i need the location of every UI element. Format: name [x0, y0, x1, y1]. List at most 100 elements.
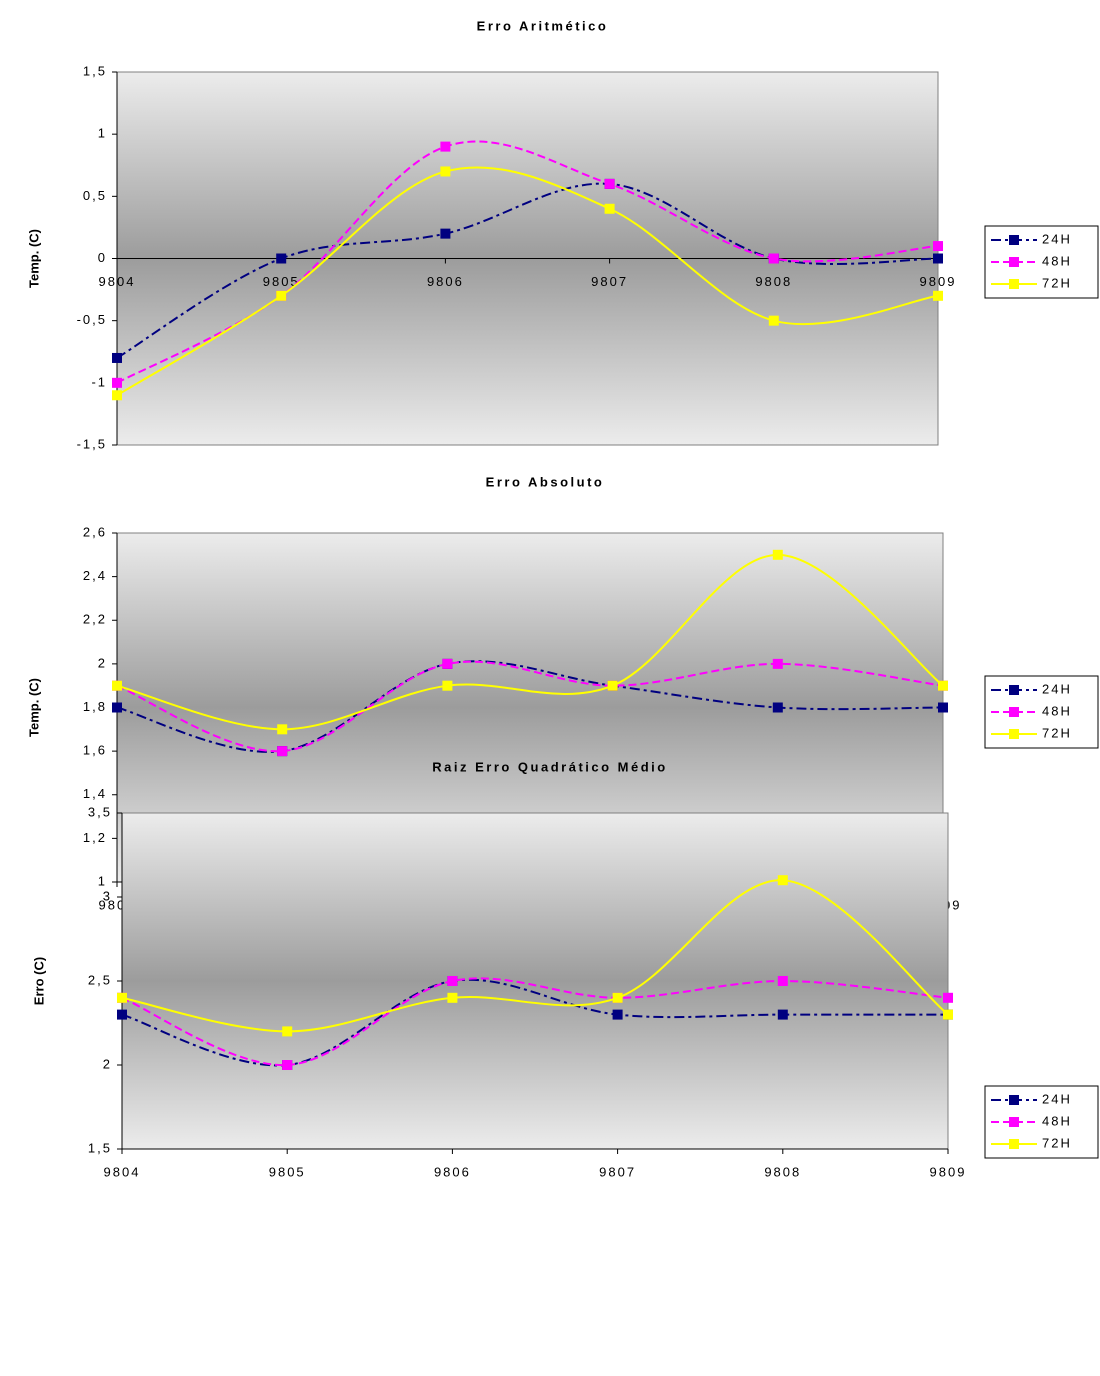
point-marker [777, 875, 788, 886]
y-tick-label: 3,5 [88, 804, 112, 819]
point-marker [943, 1009, 953, 1020]
series-line [121, 977, 949, 1067]
point-marker [772, 702, 783, 713]
point-marker [276, 290, 287, 301]
point-marker [604, 178, 615, 189]
legend-marker [1009, 235, 1019, 245]
point-marker [943, 992, 953, 1003]
y-tick-label: 0 [98, 250, 107, 265]
y-tick-label: 0,5 [83, 188, 107, 203]
x-tick-label: 9805 [263, 274, 300, 289]
y-tick-label: 2 [103, 1056, 112, 1071]
chart-title: Erro Aritmético [477, 18, 609, 33]
point-marker [772, 658, 783, 669]
point-marker [938, 702, 948, 713]
point-marker [777, 1009, 788, 1020]
y-tick-label: 1,6 [83, 743, 107, 758]
point-marker [772, 549, 783, 560]
point-marker [112, 702, 122, 713]
legend-label: 24H [1042, 231, 1072, 246]
x-tick-label: 9808 [755, 274, 792, 289]
y-tick-label: 2 [98, 655, 107, 670]
legend-label: 24H [1042, 1091, 1072, 1106]
point-marker [447, 992, 458, 1003]
legend-label: 48H [1042, 703, 1072, 718]
point-marker [933, 290, 943, 301]
point-marker [768, 253, 779, 264]
y-tick-label: 2,6 [83, 524, 107, 539]
legend-label: 72H [1042, 1135, 1072, 1150]
y-tick-label: 2,4 [83, 568, 107, 583]
point-marker [282, 1060, 293, 1070]
series-line [116, 660, 944, 753]
point-marker [933, 253, 943, 264]
point-marker [938, 680, 948, 691]
y-tick-label: 1,5 [83, 63, 107, 78]
y-tick-label: -0,5 [77, 312, 107, 327]
point-marker [447, 976, 458, 986]
x-tick-label: 9807 [599, 1164, 636, 1179]
y-tick-label: 1,5 [88, 1140, 112, 1155]
point-marker [277, 724, 288, 735]
point-marker [612, 1009, 623, 1020]
x-tick-label: 9806 [427, 274, 464, 289]
series-line [116, 553, 944, 731]
y-axis-label: Temp. (C) [26, 229, 41, 288]
point-marker [442, 680, 453, 691]
x-tick-label: 9805 [269, 1164, 306, 1179]
point-marker [768, 315, 779, 326]
legend-marker [1009, 707, 1019, 717]
point-marker [933, 241, 943, 252]
y-tick-label: -1,5 [77, 436, 107, 451]
point-marker [612, 992, 623, 1003]
point-marker [277, 746, 288, 757]
x-tick-label: 9804 [104, 1164, 141, 1179]
point-marker [440, 228, 451, 239]
point-marker [440, 166, 451, 177]
legend-label: 24H [1042, 681, 1072, 696]
x-tick-label: 9804 [99, 274, 136, 289]
point-marker [112, 680, 122, 691]
y-tick-label: 2,5 [88, 972, 112, 987]
y-tick-label: 1 [98, 126, 107, 141]
point-marker [112, 377, 122, 388]
point-marker [276, 253, 287, 264]
legend-marker [1009, 1095, 1019, 1105]
y-tick-label: 2,2 [83, 612, 107, 627]
point-marker [604, 203, 615, 214]
legend-marker [1009, 1139, 1019, 1149]
point-marker [440, 141, 451, 152]
legend-label: 48H [1042, 1113, 1072, 1128]
plot-area [121, 812, 949, 1150]
series-line [116, 166, 939, 397]
x-tick-label: 9809 [920, 274, 957, 289]
y-tick-label: 1 [98, 873, 107, 888]
point-marker [282, 1026, 293, 1037]
point-marker [607, 680, 618, 691]
legend-label: 72H [1042, 725, 1072, 740]
legend-label: 72H [1042, 275, 1072, 290]
point-marker [112, 352, 122, 363]
point-marker [117, 992, 127, 1003]
y-tick-label: -1 [91, 374, 107, 389]
x-tick-label: 9809 [930, 1164, 967, 1179]
legend-marker [1009, 1117, 1019, 1127]
series-line [116, 660, 944, 753]
x-tick-label: 9808 [764, 1164, 801, 1179]
x-tick-label: 9807 [591, 274, 628, 289]
y-tick-label: 1,4 [83, 786, 107, 801]
legend-marker [1009, 257, 1019, 267]
series-line [121, 978, 948, 1067]
legend-marker [1009, 279, 1019, 289]
x-tick-label: 9806 [434, 1164, 471, 1179]
point-marker [442, 658, 453, 669]
y-tick-label: 3 [103, 888, 112, 903]
legend-label: 48H [1042, 253, 1072, 268]
series-line [121, 879, 949, 1033]
point-marker [117, 1009, 127, 1020]
chart-title: Raiz Erro Quadrático Médio [432, 759, 667, 774]
point-marker [112, 390, 122, 401]
chart-title: Erro Absoluto [486, 474, 605, 489]
y-tick-label: 1,8 [83, 699, 107, 714]
